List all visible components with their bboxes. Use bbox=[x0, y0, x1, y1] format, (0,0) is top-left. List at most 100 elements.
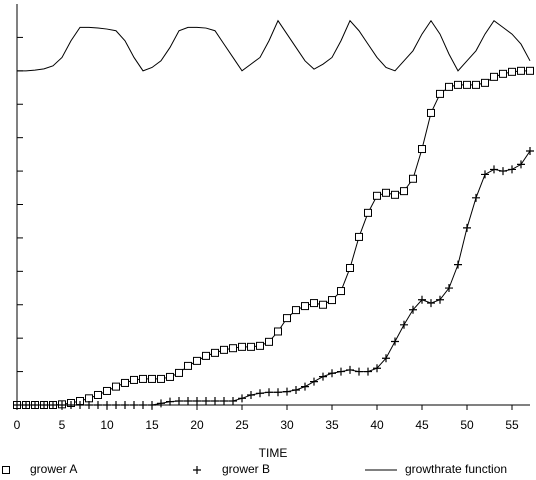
point bbox=[211, 348, 219, 357]
point bbox=[40, 401, 48, 409]
point bbox=[508, 67, 516, 76]
point bbox=[337, 287, 345, 296]
point bbox=[418, 145, 426, 154]
point bbox=[13, 401, 21, 409]
point bbox=[373, 364, 381, 373]
point bbox=[85, 394, 93, 403]
point bbox=[202, 396, 210, 405]
x-tick-label: 35 bbox=[325, 418, 339, 432]
point bbox=[400, 187, 408, 196]
point bbox=[418, 295, 426, 304]
point bbox=[94, 401, 102, 409]
point bbox=[283, 314, 291, 323]
point bbox=[184, 361, 192, 370]
point bbox=[22, 401, 30, 409]
point bbox=[157, 399, 165, 408]
point bbox=[472, 80, 480, 89]
point bbox=[103, 386, 111, 395]
point bbox=[382, 188, 390, 197]
point bbox=[58, 401, 66, 409]
point bbox=[247, 342, 255, 351]
point bbox=[310, 377, 318, 386]
legend-label: growthrate function bbox=[405, 462, 507, 476]
point bbox=[139, 374, 147, 383]
point bbox=[256, 389, 264, 398]
point bbox=[112, 401, 120, 409]
point bbox=[472, 193, 480, 202]
point bbox=[292, 306, 300, 315]
point bbox=[157, 374, 165, 383]
x-tick-label: 10 bbox=[100, 418, 114, 432]
point bbox=[166, 397, 174, 406]
x-tick-label: 30 bbox=[280, 418, 294, 432]
point bbox=[175, 368, 183, 377]
point bbox=[31, 401, 39, 409]
point bbox=[481, 170, 489, 179]
point bbox=[319, 300, 327, 309]
point bbox=[103, 401, 111, 409]
point bbox=[121, 401, 129, 409]
point bbox=[67, 401, 75, 409]
point bbox=[436, 89, 444, 98]
point bbox=[112, 382, 120, 391]
point bbox=[193, 396, 201, 405]
series-line bbox=[17, 150, 531, 406]
point bbox=[148, 374, 156, 383]
point bbox=[94, 390, 102, 399]
x-tick-label: 50 bbox=[460, 418, 474, 432]
point bbox=[499, 69, 507, 78]
point bbox=[229, 344, 237, 353]
point bbox=[463, 223, 471, 232]
point bbox=[364, 367, 372, 376]
point bbox=[328, 296, 336, 305]
point bbox=[517, 66, 525, 75]
point bbox=[508, 165, 516, 174]
point bbox=[454, 260, 462, 269]
point bbox=[409, 305, 417, 314]
point bbox=[490, 165, 498, 174]
legend-marker bbox=[2, 466, 10, 474]
point bbox=[121, 378, 129, 387]
x-axis-label: TIME bbox=[259, 446, 288, 460]
point bbox=[76, 401, 84, 409]
point bbox=[310, 299, 318, 308]
point bbox=[517, 160, 525, 169]
point bbox=[355, 367, 363, 376]
legend-label: grower B bbox=[222, 462, 270, 476]
point bbox=[274, 327, 282, 336]
x-tick-label: 15 bbox=[145, 418, 159, 432]
point bbox=[184, 396, 192, 405]
point bbox=[391, 190, 399, 199]
point bbox=[445, 284, 453, 293]
point bbox=[454, 80, 462, 89]
point bbox=[283, 387, 291, 396]
point bbox=[490, 72, 498, 81]
point bbox=[130, 375, 138, 384]
series-line bbox=[17, 70, 530, 406]
point bbox=[265, 388, 273, 397]
point bbox=[148, 401, 156, 409]
point bbox=[247, 390, 255, 399]
point bbox=[301, 302, 309, 311]
point bbox=[526, 66, 534, 75]
point bbox=[301, 382, 309, 391]
point bbox=[220, 396, 228, 405]
point bbox=[337, 367, 345, 376]
point bbox=[49, 401, 57, 409]
point bbox=[220, 345, 228, 354]
point bbox=[364, 208, 372, 217]
point bbox=[328, 369, 336, 378]
x-tick-label: 45 bbox=[415, 418, 429, 432]
point bbox=[274, 388, 282, 397]
legend-marker bbox=[193, 466, 201, 474]
point bbox=[526, 147, 534, 156]
point bbox=[319, 372, 327, 381]
point bbox=[175, 396, 183, 405]
point bbox=[229, 396, 237, 405]
point bbox=[382, 354, 390, 363]
legend-label: grower A bbox=[30, 462, 77, 476]
point bbox=[400, 320, 408, 329]
point bbox=[499, 167, 507, 176]
x-tick-label: 0 bbox=[14, 418, 21, 432]
x-tick-label: 20 bbox=[190, 418, 204, 432]
